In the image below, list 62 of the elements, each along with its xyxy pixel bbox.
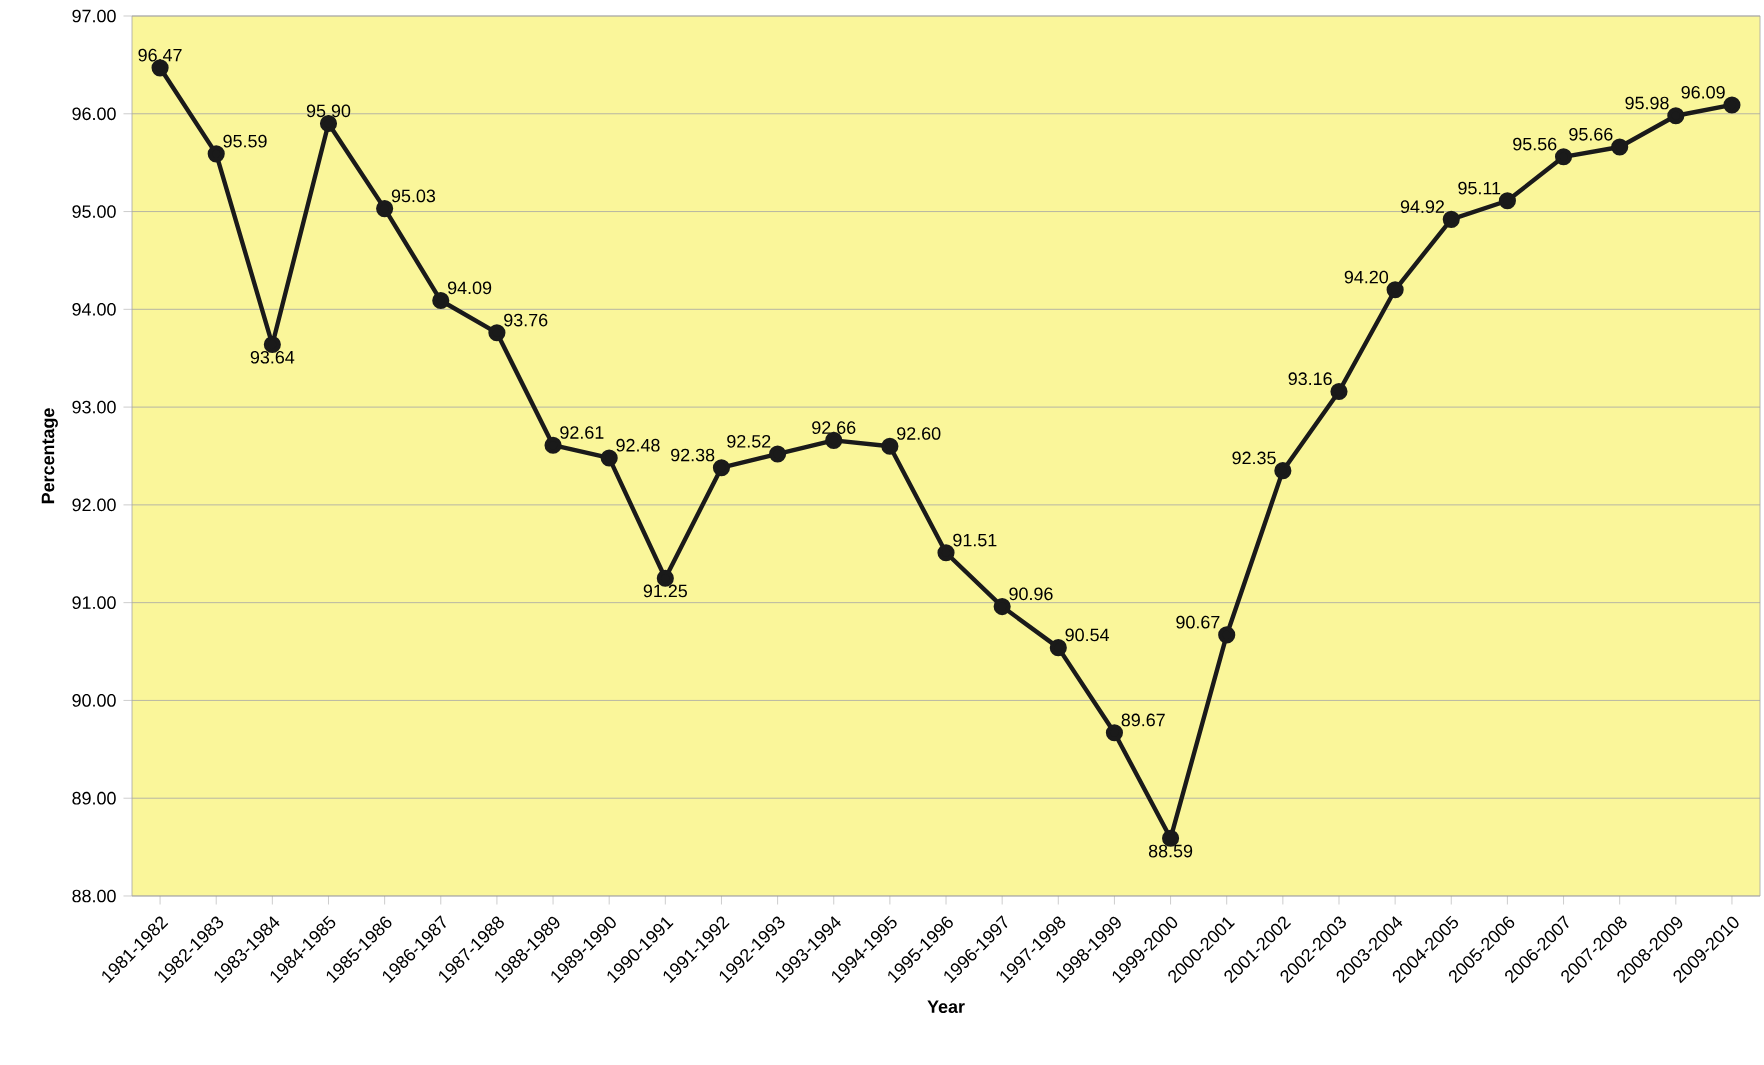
data-label: 96.09 — [1681, 85, 1725, 99]
y-tick-label: 92.00 — [72, 498, 116, 512]
data-label: 90.96 — [1009, 587, 1053, 601]
data-label: 91.25 — [643, 584, 687, 598]
data-label: 95.66 — [1569, 127, 1613, 141]
point — [600, 449, 618, 467]
point — [1274, 462, 1292, 480]
data-label: 94.09 — [447, 281, 492, 295]
y-tick-label: 88.00 — [72, 889, 116, 903]
data-label: 92.48 — [616, 438, 660, 452]
point — [1386, 281, 1404, 299]
data-label: 95.03 — [391, 189, 436, 203]
point — [993, 598, 1011, 616]
point — [207, 145, 225, 163]
y-tick-label: 96.00 — [72, 107, 116, 121]
data-label: 92.66 — [812, 421, 856, 434]
data-label: 91.51 — [953, 533, 997, 547]
data-label: 95.56 — [1513, 137, 1557, 151]
point — [1723, 96, 1741, 114]
data-label: 95.11 — [1458, 181, 1501, 195]
y-tick-label: 89.00 — [72, 791, 116, 805]
data-label: 93.64 — [250, 350, 295, 364]
point — [1667, 107, 1685, 125]
data-label: 94.20 — [1344, 270, 1389, 284]
data-label: 94.92 — [1400, 200, 1444, 214]
data-label: 92.52 — [727, 434, 771, 448]
data-label: 95.59 — [223, 134, 267, 148]
x-axis-title: Year — [927, 1000, 965, 1014]
point — [544, 436, 562, 454]
data-label: 92.38 — [671, 448, 715, 462]
data-label: 92.35 — [1232, 451, 1276, 465]
data-label: 93.16 — [1288, 372, 1332, 386]
data-label: 90.67 — [1176, 615, 1220, 629]
point — [1105, 724, 1123, 742]
point — [881, 437, 899, 455]
point — [1611, 138, 1629, 156]
y-tick-label: 93.00 — [72, 400, 116, 414]
point — [1330, 382, 1348, 401]
point — [376, 200, 394, 218]
y-tick-label: 90.00 — [72, 694, 116, 707]
y-axis-title: Percentage — [41, 408, 58, 504]
data-label: 92.60 — [897, 427, 941, 440]
point — [1218, 626, 1236, 644]
data-label: 89.67 — [1121, 713, 1165, 727]
point — [1442, 210, 1460, 228]
point — [488, 324, 506, 342]
point — [769, 445, 787, 463]
y-tick-label: 91.00 — [72, 596, 116, 610]
data-label: 95.98 — [1625, 96, 1669, 110]
point — [432, 291, 450, 310]
data-label: 90.54 — [1065, 628, 1110, 642]
point — [937, 544, 955, 562]
data-label: 95.90 — [306, 104, 351, 118]
point — [1049, 639, 1067, 657]
data-label: 96.47 — [138, 48, 182, 62]
data-label: 92.61 — [560, 426, 604, 439]
y-tick-label: 95.00 — [72, 205, 116, 218]
point — [1498, 192, 1516, 210]
data-label: 88.59 — [1148, 844, 1193, 858]
y-tick-label: 94.00 — [72, 302, 116, 316]
data-label: 93.76 — [504, 313, 548, 327]
y-tick-label: 97.00 — [72, 9, 116, 23]
